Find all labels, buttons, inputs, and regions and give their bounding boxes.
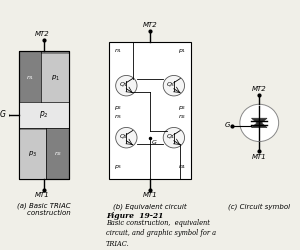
Text: MT2: MT2 [34, 31, 49, 37]
Text: $p_3$: $p_3$ [114, 163, 122, 171]
Text: $n_2$: $n_2$ [178, 113, 187, 121]
Polygon shape [251, 118, 267, 125]
Text: Basic construction,  equivalent
circuit, and graphic symbol for a
TRIAC.: Basic construction, equivalent circuit, … [106, 219, 216, 248]
Text: $n_3$: $n_3$ [114, 113, 122, 121]
Text: $Q_3$: $Q_3$ [166, 80, 175, 89]
Text: $Q_1$: $Q_1$ [118, 80, 128, 89]
Text: $p_2$: $p_2$ [114, 104, 122, 112]
Text: $n_1$: $n_1$ [26, 74, 34, 82]
Text: (c) Circuit symbol: (c) Circuit symbol [228, 203, 290, 209]
Text: $p_1$: $p_1$ [178, 48, 187, 56]
Text: MT2: MT2 [143, 22, 158, 28]
Text: $Q_4$: $Q_4$ [166, 132, 175, 141]
Bar [41, 54, 69, 102]
Bar [19, 51, 69, 179]
Text: G: G [152, 140, 157, 145]
Text: MT1: MT1 [34, 192, 49, 198]
Text: MT1: MT1 [143, 192, 158, 198]
Bar [19, 102, 69, 128]
Circle shape [116, 128, 137, 148]
Circle shape [163, 76, 184, 96]
Circle shape [240, 104, 279, 142]
Text: MT1: MT1 [252, 154, 267, 160]
Circle shape [116, 76, 137, 96]
Text: $p_1$: $p_1$ [51, 74, 60, 82]
Text: $Q_2$: $Q_2$ [118, 132, 128, 141]
Text: G: G [225, 122, 230, 128]
Text: Figure  19-21: Figure 19-21 [106, 212, 164, 220]
Bar [19, 130, 46, 179]
Text: (a) Basic TRIAC
    construction: (a) Basic TRIAC construction [17, 203, 71, 216]
Text: (b) Equivalent circuit: (b) Equivalent circuit [113, 203, 187, 209]
Bar [109, 42, 191, 179]
Polygon shape [251, 121, 267, 128]
Text: $n_2$: $n_2$ [54, 150, 62, 158]
Text: $p_2$: $p_2$ [39, 110, 49, 120]
Text: $p_2$: $p_2$ [178, 104, 187, 112]
Text: MT2: MT2 [252, 86, 267, 92]
Text: $n_4$: $n_4$ [178, 164, 187, 171]
Text: $n_1$: $n_1$ [114, 48, 122, 56]
Bar [19, 51, 69, 179]
Text: $p_3$: $p_3$ [28, 150, 37, 159]
Text: G: G [0, 110, 5, 118]
Circle shape [163, 128, 184, 148]
